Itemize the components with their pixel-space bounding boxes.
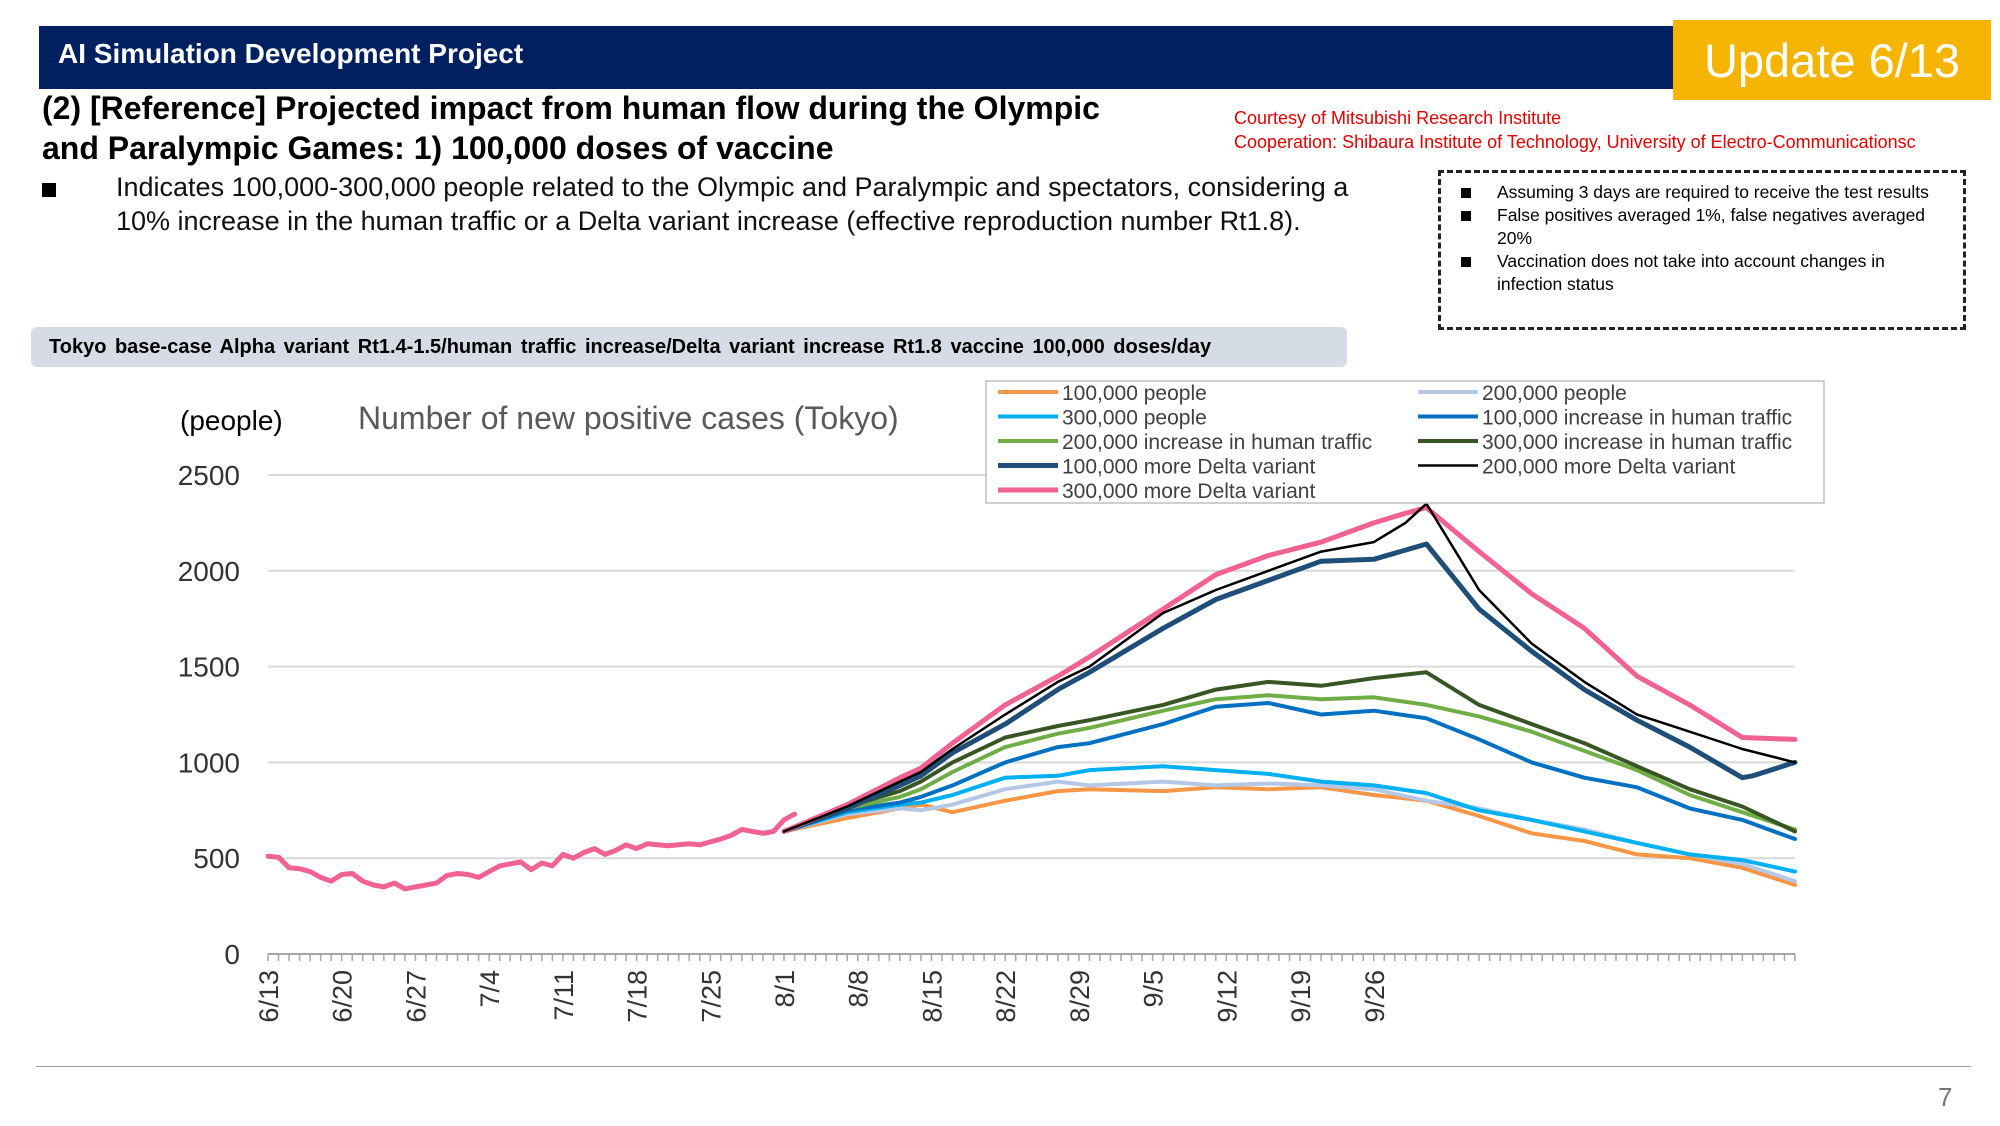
legend-label: 100,000 more Delta variant: [1062, 456, 1315, 479]
series-line: [782, 785, 1797, 887]
footer-divider: [36, 1066, 1971, 1067]
slide-subtitle: (2) [Reference] Projected impact from hu…: [42, 88, 1222, 168]
courtesy-line-2: Cooperation: Shibaura Institute of Techn…: [1234, 132, 1916, 152]
x-tick-label: 7/4: [475, 970, 505, 1008]
bullet-square-icon: [1461, 211, 1471, 221]
x-tick-label: 7/25: [696, 970, 726, 1023]
x-tick-label: 9/19: [1286, 970, 1316, 1023]
series-line: [782, 670, 1797, 834]
y-tick-label: 500: [193, 843, 240, 874]
courtesy-line-1: Courtesy of Mitsubishi Research Institut…: [1234, 108, 1562, 128]
x-tick-label: 8/8: [844, 970, 874, 1008]
series-line: [781, 505, 1798, 834]
legend-label: 200,000 more Delta variant: [1482, 456, 1735, 479]
x-tick-label: 6/13: [254, 970, 284, 1023]
series-line: [782, 502, 1797, 833]
update-badge: Update 6/13: [1673, 20, 1991, 100]
x-tick-label: 9/26: [1360, 970, 1390, 1023]
legend-label: 100,000 increase in human traffic: [1482, 407, 1792, 430]
legend-label: 300,000 people: [1062, 407, 1207, 430]
assumption-item: False positives averaged 1%, false negat…: [1453, 204, 1951, 250]
y-axis-label: (people): [180, 405, 283, 436]
chart-legend: [985, 380, 1825, 504]
series-line: [782, 701, 1797, 841]
series-line: [782, 693, 1797, 834]
x-tick-label: 7/18: [623, 970, 653, 1023]
bullet-square-icon: [42, 183, 56, 197]
legend-label: 100,000 people: [1062, 382, 1207, 405]
series-line: [782, 779, 1797, 884]
x-tick-label: 8/15: [917, 970, 947, 1023]
x-tick-label: 6/27: [401, 970, 431, 1023]
x-tick-label: 9/12: [1212, 970, 1242, 1023]
x-tick-label: 8/22: [991, 970, 1021, 1023]
bullet-square-icon: [1461, 257, 1471, 267]
subtitle-line-2: and Paralympic Games: 1) 100,000 doses o…: [42, 130, 834, 166]
baseline-series-line: [265, 811, 798, 892]
project-title: AI Simulation Development Project: [58, 38, 524, 69]
header-bar: [39, 26, 1679, 89]
x-tick-label: 9/5: [1139, 970, 1169, 1008]
x-tick-label: 6/20: [328, 970, 358, 1023]
assumption-text: False positives averaged 1%, false negat…: [1497, 205, 1926, 248]
description-text: Indicates 100,000-300,000 people related…: [116, 172, 1349, 236]
assumption-item: Assuming 3 days are required to receive …: [1453, 181, 1951, 204]
courtesy-note: Courtesy of Mitsubishi Research Institut…: [1234, 106, 1916, 154]
y-tick-label: 1500: [178, 652, 240, 683]
assumption-text: Assuming 3 days are required to receive …: [1497, 182, 1929, 202]
page-number: 7: [1938, 1082, 1953, 1112]
y-tick-label: 0: [224, 939, 240, 970]
series-line: [781, 541, 1798, 834]
legend-label: 200,000 people: [1482, 382, 1627, 405]
bullet-square-icon: [1461, 188, 1471, 198]
chart-title: Number of new positive cases (Tokyo): [358, 400, 899, 436]
y-tick-label: 2500: [178, 460, 240, 491]
legend-label: 300,000 increase in human traffic: [1482, 431, 1792, 454]
x-tick-label: 8/29: [1065, 970, 1095, 1023]
assumption-item: Vaccination does not take into account c…: [1453, 250, 1951, 296]
legend-label: 200,000 increase in human traffic: [1062, 431, 1372, 454]
y-tick-label: 1000: [178, 747, 240, 778]
series-line: [782, 764, 1797, 874]
assumptions-box: Assuming 3 days are required to receive …: [1438, 170, 1966, 330]
x-tick-label: 7/11: [549, 970, 579, 1021]
x-tick-label: 8/1: [770, 970, 800, 1008]
scenario-banner: Tokyo base-case Alpha variant Rt1.4-1.5/…: [31, 327, 1347, 367]
assumption-text: Vaccination does not take into account c…: [1497, 251, 1885, 294]
y-tick-label: 2000: [178, 556, 240, 587]
subtitle-line-1: (2) [Reference] Projected impact from hu…: [42, 90, 1100, 126]
legend-label: 300,000 more Delta variant: [1062, 480, 1315, 503]
